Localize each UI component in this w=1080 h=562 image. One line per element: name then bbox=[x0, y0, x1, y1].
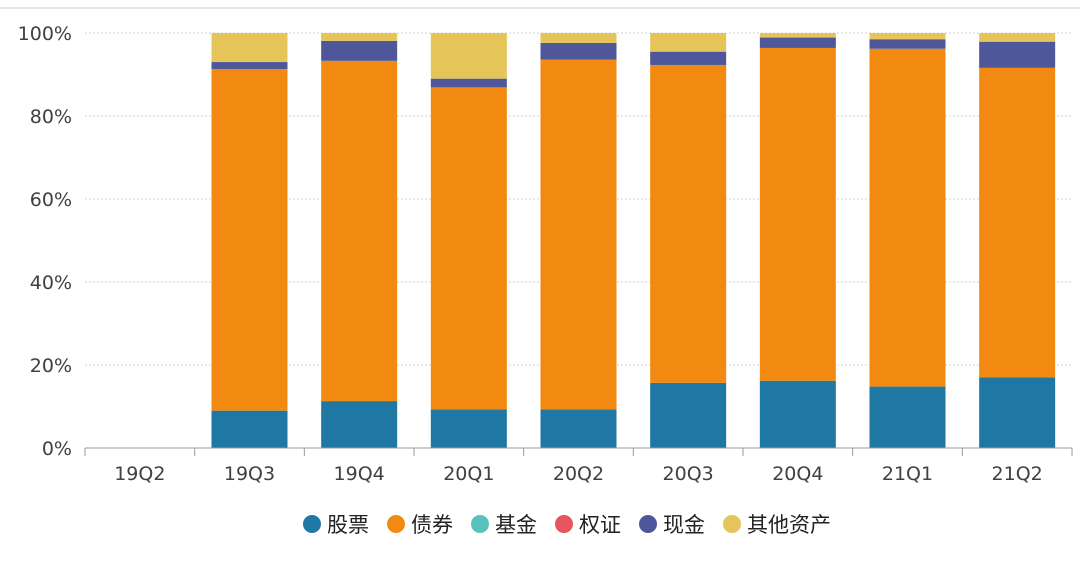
y-tick-label: 60% bbox=[30, 189, 72, 211]
legend-marker bbox=[387, 515, 405, 533]
y-tick-label: 80% bbox=[30, 106, 72, 128]
bar-segment bbox=[869, 39, 946, 49]
legend: 股票 债券 基金 权证 现金 其他资产 bbox=[303, 513, 831, 537]
legend-label: 股票 bbox=[327, 513, 369, 537]
bar-segment bbox=[540, 42, 617, 60]
bar-segment bbox=[979, 41, 1056, 68]
y-tick-label: 40% bbox=[30, 272, 72, 294]
bar-segment bbox=[759, 380, 836, 448]
x-tick-label: 21Q1 bbox=[882, 463, 933, 485]
bar-segment bbox=[540, 409, 617, 448]
legend-marker bbox=[555, 515, 573, 533]
bar-segment bbox=[759, 33, 836, 38]
bar-segment bbox=[869, 386, 946, 448]
bar-segment bbox=[211, 410, 288, 448]
bar-segment bbox=[650, 64, 727, 383]
bar-segment bbox=[430, 87, 507, 410]
legend-label: 基金 bbox=[495, 513, 537, 537]
legend-label: 现金 bbox=[663, 513, 705, 537]
bar-segment bbox=[650, 33, 727, 52]
bars bbox=[211, 33, 1056, 448]
bar-segment bbox=[211, 33, 288, 63]
bar-segment bbox=[430, 409, 507, 448]
x-tick-label: 19Q4 bbox=[334, 463, 385, 485]
y-tick-label: 100% bbox=[18, 23, 72, 45]
bar-segment bbox=[979, 33, 1056, 42]
legend-marker bbox=[639, 515, 657, 533]
x-tick-label: 19Q3 bbox=[224, 463, 275, 485]
bar-segment bbox=[759, 47, 836, 381]
bar-segment bbox=[321, 60, 398, 402]
legend-marker bbox=[303, 515, 321, 533]
x-tick-label: 21Q2 bbox=[992, 463, 1043, 485]
x-tick-label: 20Q3 bbox=[663, 463, 714, 485]
legend-marker bbox=[471, 515, 489, 533]
x-tick-label: 20Q2 bbox=[553, 463, 604, 485]
axes: 0% 20% 40% 60% 80% 100% 19Q2 19Q3 19Q4 20Q1 20Q2 20… bbox=[18, 23, 1073, 485]
bar-segment bbox=[540, 33, 617, 43]
bar-segment bbox=[650, 382, 727, 448]
bar-segment bbox=[430, 78, 507, 88]
bar-segment bbox=[211, 62, 288, 70]
bar-segment bbox=[540, 59, 617, 410]
legend-marker bbox=[723, 515, 741, 533]
bar-segment bbox=[430, 33, 507, 79]
bar-segment bbox=[211, 69, 288, 411]
bar-segment bbox=[979, 67, 1056, 378]
x-tick-label: 20Q4 bbox=[772, 463, 823, 485]
bar-segment bbox=[321, 33, 398, 41]
x-tick-label: 19Q2 bbox=[114, 463, 165, 485]
x-tick-label: 20Q1 bbox=[443, 463, 494, 485]
legend-label: 债券 bbox=[411, 513, 453, 537]
bar-segment bbox=[979, 377, 1056, 448]
bar-segment bbox=[759, 37, 836, 48]
bar-segment bbox=[321, 401, 398, 448]
y-tick-label: 20% bbox=[30, 355, 72, 377]
bar-segment bbox=[650, 51, 727, 65]
bar-segment bbox=[869, 48, 946, 387]
bar-segment bbox=[321, 40, 398, 61]
y-tick-label: 0% bbox=[42, 438, 72, 460]
legend-label: 权证 bbox=[579, 513, 621, 537]
legend-label: 其他资产 bbox=[747, 513, 831, 537]
bar-segment bbox=[869, 33, 946, 40]
